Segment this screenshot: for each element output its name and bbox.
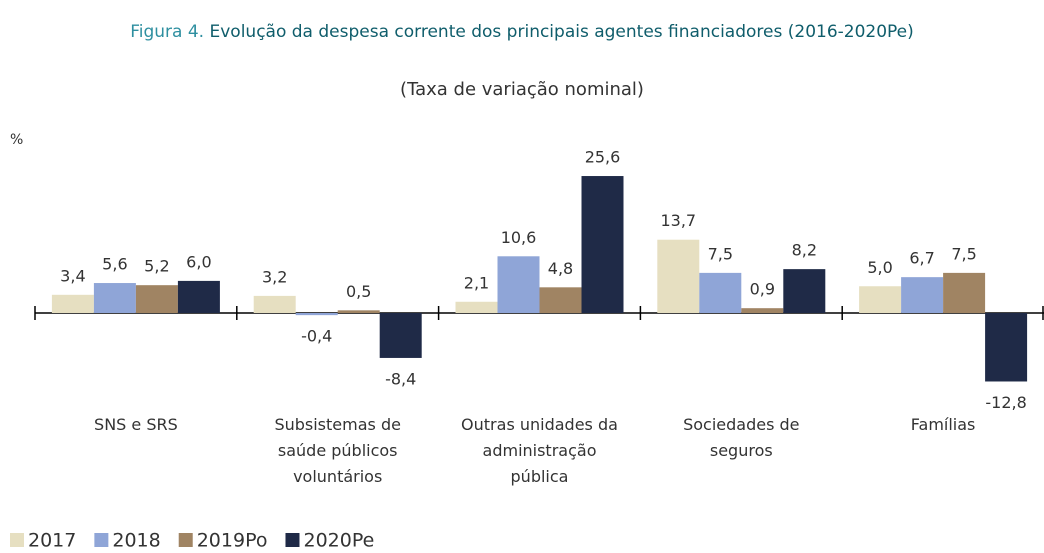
data-label: 6,7 [909,249,934,268]
figure-label: Figura 4. [130,22,204,42]
legend-swatch [94,533,109,547]
data-label: -0,4 [301,327,332,346]
data-label: 6,0 [186,252,211,271]
bar [657,239,700,313]
data-label: -12,8 [985,393,1026,412]
x-tick-label: SNS e SRS [94,415,178,434]
bar [51,294,94,313]
data-label: 5,0 [867,258,892,277]
bar [943,272,986,313]
data-label: -8,4 [385,369,416,388]
bar [539,287,582,313]
legend-label: 2020Pe [303,530,374,552]
bar [985,313,1028,382]
x-tick-label: Outras unidades da administração pública [461,415,618,486]
data-label: 3,2 [262,267,287,286]
bar [379,313,422,358]
data-label: 5,6 [102,255,127,274]
legend-label: 2018 [112,530,160,552]
data-label: 3,4 [60,266,85,285]
bar [741,308,784,313]
legend-label: 2017 [28,530,76,552]
bar [455,301,498,313]
chart-title-group: Figura 4. Evolução da despesa corrente d… [130,22,914,42]
data-label: 7,5 [951,244,976,263]
bar [295,313,338,316]
bar [135,285,178,313]
bar [783,269,826,313]
chart-subtitle: (Taxa de variação nominal) [400,79,644,100]
data-label: 0,5 [346,282,371,301]
bar [177,280,220,313]
x-tick-label: Subsistemas de saúde públicos voluntários [274,415,401,486]
chart-title: Evolução da despesa corrente dos princip… [210,22,914,42]
x-tick-label: Sociedades de seguros [683,415,799,460]
bar [497,256,540,313]
data-label: 2,1 [464,273,489,292]
data-label: 7,5 [708,244,733,263]
y-axis-label: % [10,132,23,148]
x-tick-label: Famílias [911,415,976,434]
data-label: 10,6 [501,228,537,247]
legend-swatch [10,533,24,547]
data-label: 13,7 [660,211,696,230]
bar [699,272,742,313]
legend-swatch [285,533,300,547]
data-label: 5,2 [144,257,169,276]
legend-label: 2019Po [197,530,268,552]
bar [253,295,296,313]
bar [859,286,902,313]
legend-swatch [178,533,193,547]
data-label: 25,6 [585,148,621,167]
bar [93,283,136,313]
bar [337,310,380,313]
data-label: 0,9 [750,280,775,299]
bar [901,277,944,313]
data-label: 4,8 [548,259,573,278]
bar [581,176,624,313]
data-label: 8,2 [792,241,817,260]
